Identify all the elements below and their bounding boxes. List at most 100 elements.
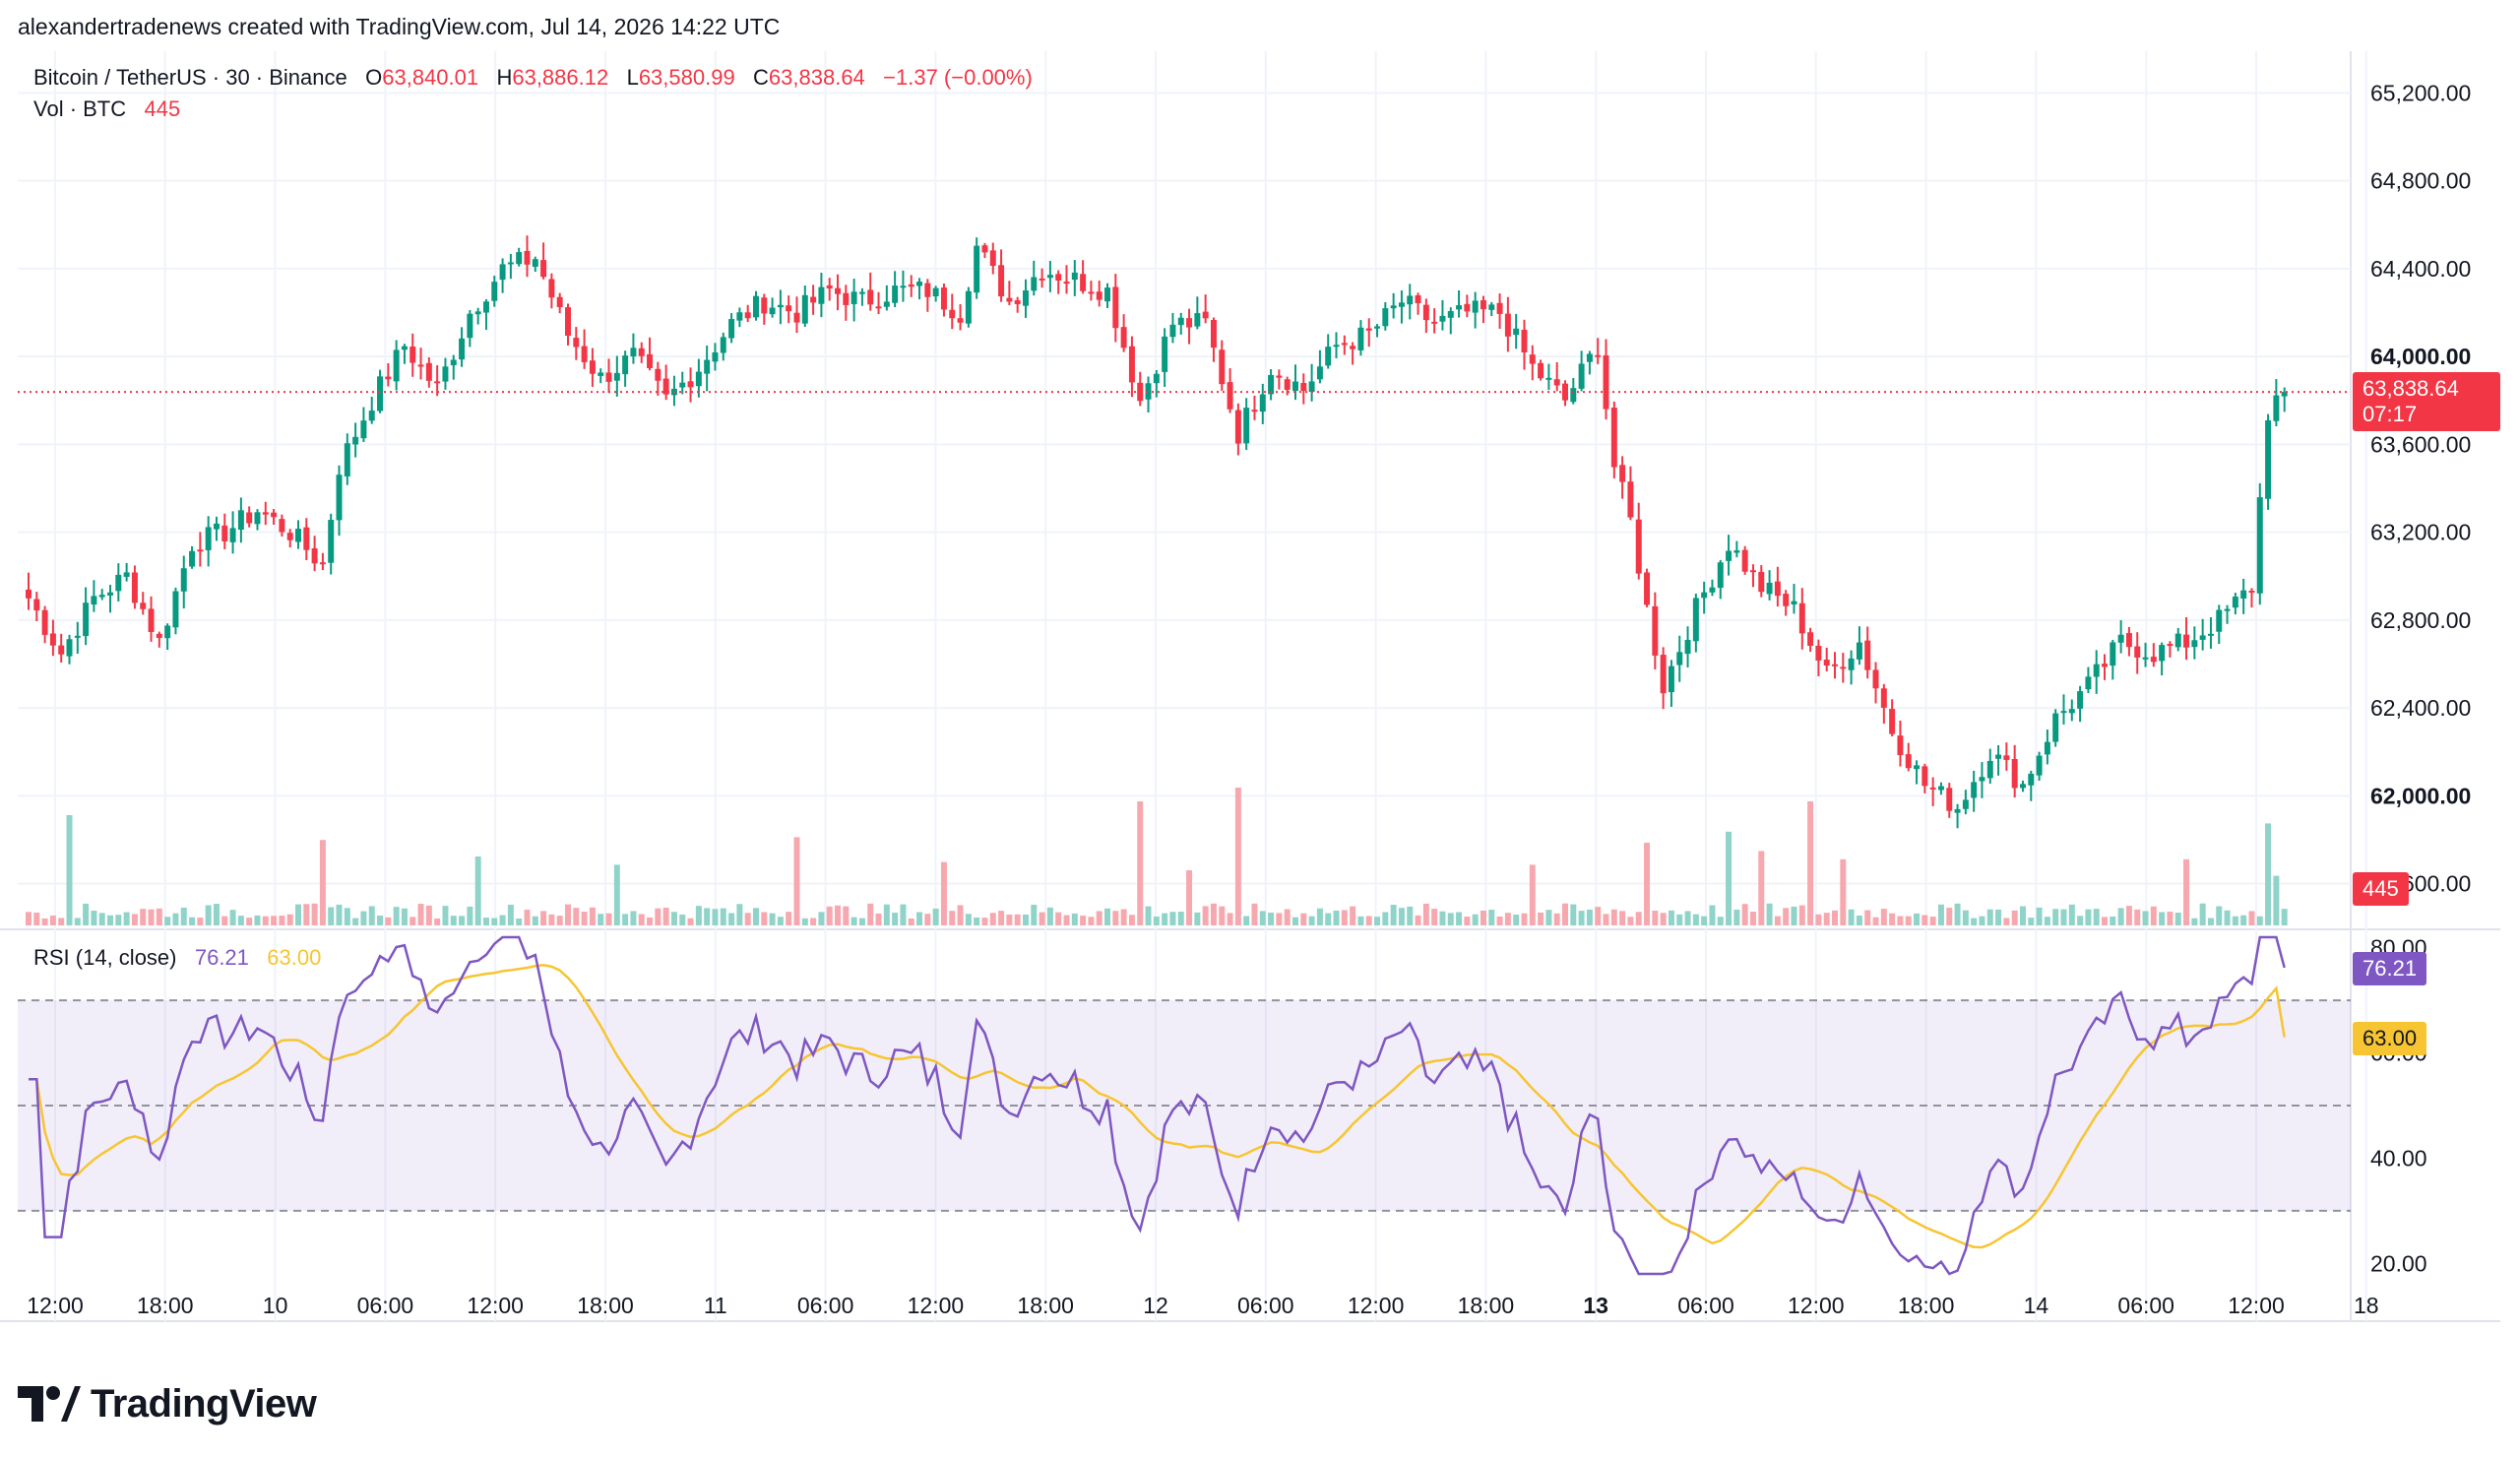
rsi-line <box>28 935 2286 1276</box>
volume-bar <box>1676 914 1683 925</box>
candle-body <box>368 411 375 421</box>
volume-label: Vol · BTC <box>33 96 127 121</box>
time-tick-label: 12:00 <box>908 1293 965 1318</box>
volume-bar <box>1521 913 1528 925</box>
volume-bar <box>998 911 1005 925</box>
candle-body <box>2174 633 2181 648</box>
candle-body <box>1668 666 1674 693</box>
volume-bar <box>1096 911 1102 925</box>
candle-body <box>1954 808 1961 813</box>
candle-body <box>687 381 694 388</box>
candle-body <box>1937 786 1944 791</box>
volume-bar <box>1145 906 1152 925</box>
volume-bar <box>410 917 416 925</box>
volume-bar <box>254 915 261 925</box>
volume-bar <box>417 904 424 925</box>
volume-bar <box>1350 906 1356 925</box>
candle-body <box>2044 741 2050 755</box>
candle-body <box>622 355 629 375</box>
volume-bar <box>613 864 620 925</box>
volume-bar <box>368 906 375 925</box>
volume-bar <box>1758 851 1765 925</box>
candle-body <box>1791 601 1797 604</box>
candle-body <box>1504 313 1511 337</box>
candle-body <box>1922 766 1928 787</box>
bar-countdown: 07:17 <box>2362 402 2418 427</box>
volume-bar <box>1562 903 1568 925</box>
candle-body <box>1644 572 1651 605</box>
volume-bar <box>1717 917 1724 925</box>
candle-body <box>1832 664 1838 666</box>
time-tick-label: 06:00 <box>2117 1293 2174 1318</box>
volume-bar <box>1308 916 1315 925</box>
volume-bar <box>1644 843 1651 925</box>
open-label: O <box>365 65 383 90</box>
volume-bar <box>974 917 980 925</box>
candle-body <box>156 633 162 638</box>
candle-body <box>425 362 432 381</box>
volume-bar <box>279 916 285 925</box>
low-value: 63,580.99 <box>638 65 735 90</box>
tradingview-logo[interactable]: TradingView <box>18 1376 317 1431</box>
candle-body <box>1022 289 1029 306</box>
volume-bar <box>581 912 588 925</box>
time-tick-label: 11 <box>704 1293 727 1318</box>
volume-bar <box>1243 916 1250 925</box>
volume-bar <box>556 916 563 925</box>
volume-bar <box>981 918 988 925</box>
volume-bar <box>1872 917 1879 925</box>
candle-body <box>777 304 784 308</box>
volume-bar <box>107 915 114 925</box>
volume-bar <box>1162 913 1168 925</box>
volume-bar <box>491 918 498 925</box>
volume-bar <box>1300 913 1307 925</box>
candle-body <box>630 348 637 357</box>
volume-bar <box>172 913 179 925</box>
rsi-tag-value: 76.21 <box>2362 955 2418 981</box>
candle-body <box>810 296 817 303</box>
chart-svg[interactable]: 65,200.00 64,800.00 64,400.00 64,000.00 63,6… <box>0 51 2520 1380</box>
candle-body <box>98 595 105 598</box>
candle-body <box>769 307 776 315</box>
rsi-ma-tag: 63.00 <box>2353 1021 2427 1055</box>
candle-body <box>1595 354 1602 357</box>
rsi-tick-label: 40.00 <box>2370 1145 2427 1171</box>
volume-bar <box>1856 916 1862 925</box>
volume-bar <box>1177 912 1184 925</box>
volume-bar <box>1766 903 1773 925</box>
candle-body <box>271 512 278 518</box>
volume-bar <box>835 905 841 925</box>
volume-bar <box>434 918 441 925</box>
volume-bar <box>2256 916 2263 925</box>
candle-body <box>91 596 97 605</box>
candle-body <box>1986 760 1993 779</box>
chart-frame[interactable]: 65,200.00 64,800.00 64,400.00 64,000.00 63,6… <box>0 51 2520 1380</box>
candle-body <box>2232 597 2238 608</box>
volume-bar <box>2265 823 2272 925</box>
volume-bar <box>1791 906 1797 925</box>
candle-body <box>1145 383 1152 400</box>
volume-bar <box>1080 916 1087 925</box>
volume-bar <box>2281 909 2288 925</box>
candle-body <box>1652 605 1659 656</box>
rsi-tick-label: 20.00 <box>2370 1250 2427 1276</box>
candle-body <box>883 301 890 307</box>
volume-bar <box>1169 912 1176 925</box>
volume-bar <box>115 915 122 925</box>
candle-body <box>1783 594 1790 606</box>
candle-body <box>1521 329 1528 352</box>
volume-bar <box>810 918 817 925</box>
candle-body <box>295 529 301 542</box>
candle-body <box>1341 343 1348 346</box>
volume-bar <box>1031 905 1038 925</box>
volume-bar <box>647 918 654 925</box>
candle-body <box>2019 784 2026 789</box>
candle-body <box>1488 304 1495 310</box>
candle-body <box>1120 327 1127 349</box>
candle-body <box>965 290 972 324</box>
volume-bar <box>957 905 964 925</box>
rsi-ma-value: 63.00 <box>267 945 322 970</box>
candle-body <box>516 252 523 265</box>
candle-body <box>1971 782 1978 798</box>
candle-body <box>1088 291 1095 294</box>
